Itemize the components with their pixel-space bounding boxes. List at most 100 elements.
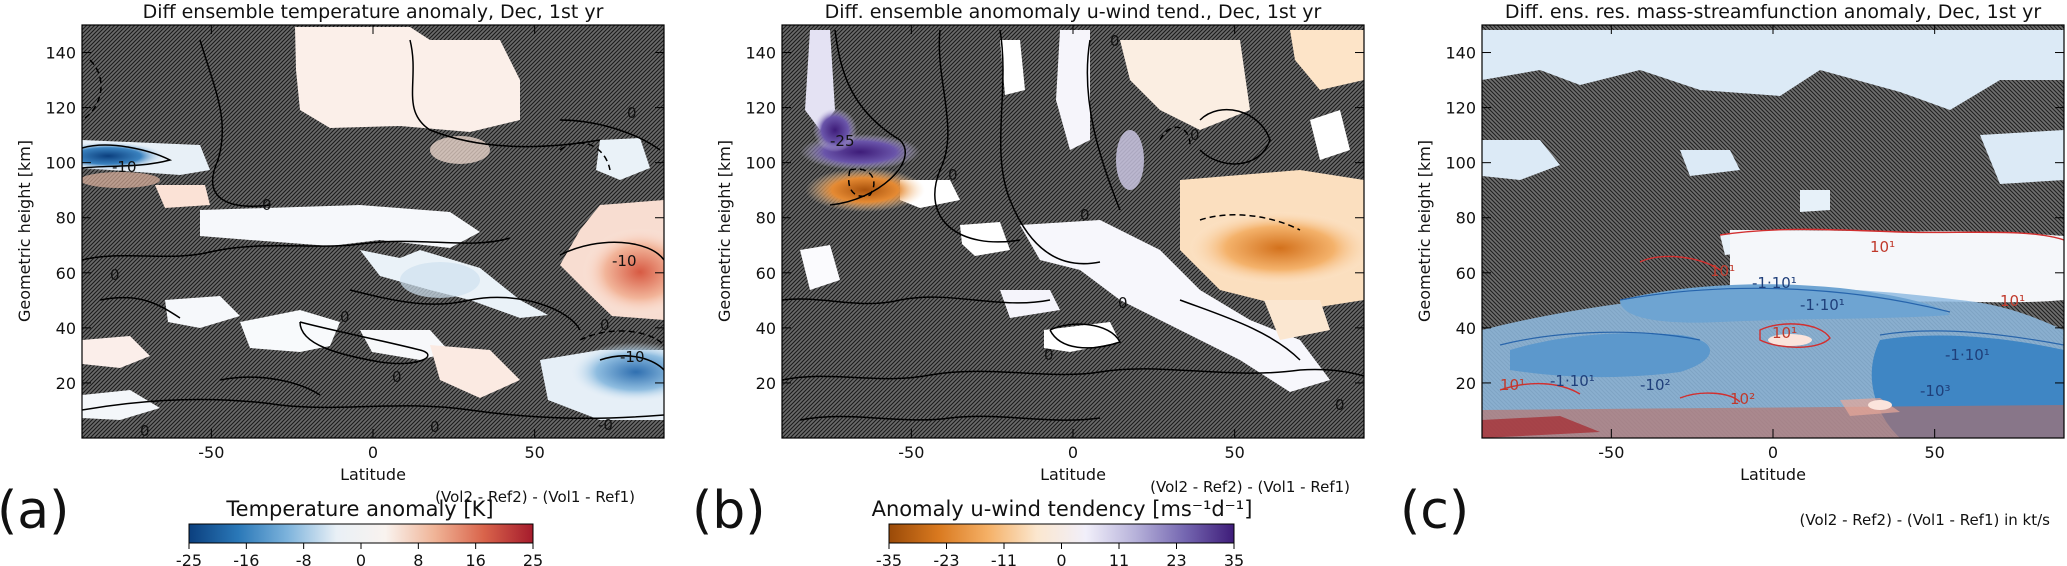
panel-c-contour-label: -1·10¹: [1800, 296, 1845, 314]
x-tick-label: -50: [898, 443, 924, 462]
y-tick-label: 60: [756, 264, 776, 283]
y-tick-label: 140: [745, 44, 776, 63]
y-tick-label: 20: [1456, 374, 1476, 393]
y-tick-label: 80: [756, 209, 776, 228]
panel-c-axes: -50 0 50 20 40 60 80 100 120 140: [1445, 25, 2064, 462]
colorbar-tick-label: -25: [176, 551, 202, 566]
colorbar-tick-label: -8: [296, 551, 312, 566]
y-tick-label: 100: [45, 154, 76, 173]
panel-a-contour-labels: 0 -10 -10 -10 0 0 0 0 0 0 -0 0: [110, 104, 645, 440]
colorbar-tick-label: 23: [1166, 551, 1186, 566]
y-tick-label: 60: [56, 264, 76, 283]
y-tick-label: 20: [56, 374, 76, 393]
x-tick-label: 0: [1068, 443, 1078, 462]
colorbar-tick-label: 16: [465, 551, 485, 566]
panel-b-contour-label: 0: [1044, 346, 1054, 364]
x-tick-label: 50: [1924, 443, 1944, 462]
panel-c-contour-label: 10²: [1730, 390, 1755, 408]
panel-b-contour-label: -25: [830, 132, 855, 150]
y-tick-label: 60: [1456, 264, 1476, 283]
panel-b-contour-label: 0: [948, 166, 958, 184]
y-tick-label: 40: [56, 319, 76, 338]
colorbar-tick-label: 11: [1109, 551, 1129, 566]
panel-b-contour-label: 0: [1190, 126, 1200, 144]
panel-b-title: Diff. ensemble anomomaly u-wind tend., D…: [825, 1, 1322, 23]
panel-a-diff-note: (Vol2 - Ref2) - (Vol1 - Ref1): [435, 488, 635, 506]
colorbar-tick-label: 25: [523, 551, 543, 566]
panel-a-label: (a): [0, 481, 69, 541]
panel-a-title: Diff ensemble temperature anomaly, Dec, …: [143, 1, 604, 23]
panel-c-contour-labels: 10¹ 10¹ 10¹ 10¹ 10¹ -1·10¹ -1·10¹ -1·10¹…: [1500, 238, 2025, 408]
colorbar-tick-label: 8: [413, 551, 423, 566]
colorbar-tick-label: 35: [1224, 551, 1244, 566]
panel-a-contour-label: -10: [612, 252, 637, 270]
panel-a-contour-label: -0: [598, 416, 613, 434]
panel-c-ylabel: Geometric height [km]: [1415, 140, 1434, 322]
panel-b-field: [782, 25, 1364, 438]
panel-c-contour-label: -10³: [1920, 382, 1951, 400]
panel-b-contour-label: 0: [1335, 396, 1345, 414]
panel-b-axes: -50 0 50 20 40 60 80 100 120 140: [745, 25, 1364, 462]
y-tick-label: 40: [756, 319, 776, 338]
panel-c: Diff. ens. res. mass-streamfunction anom…: [1400, 1, 2065, 541]
panel-c-contour-label: 10¹: [2000, 292, 2025, 310]
panel-a-axes: -50 0 50 20 40 60 80 100 120 140: [45, 25, 664, 462]
panel-a-ylabel: Geometric height [km]: [15, 140, 34, 322]
colorbar-tick-label: 0: [1056, 551, 1066, 566]
panel-c-contour-label: 10¹: [1710, 262, 1735, 280]
panel-c-contour-label: -1·10¹: [1752, 274, 1797, 292]
panel-a: Diff ensemble temperature anomaly, Dec, …: [0, 1, 665, 566]
panel-b-contour-label: 0: [1118, 294, 1128, 312]
y-tick-label: 120: [1445, 99, 1476, 118]
panel-a-colorbar-title: Temperature anomaly [K]: [225, 497, 493, 521]
panel-a-contour-label: -10: [112, 158, 137, 176]
y-tick-label: 40: [1456, 319, 1476, 338]
x-tick-label: -50: [198, 443, 224, 462]
colorbar-tick-label: -16: [233, 551, 259, 566]
panel-b: Diff. ensemble anomomaly u-wind tend., D…: [692, 1, 1365, 566]
panel-a-contour-label: 0: [262, 196, 272, 214]
colorbar-tick-label: -11: [991, 551, 1017, 566]
panel-c-title: Diff. ens. res. mass-streamfunction anom…: [1505, 1, 2042, 23]
y-tick-label: 120: [45, 99, 76, 118]
panel-a-contour-label: 0: [340, 308, 350, 326]
panel-c-label: (c): [1400, 481, 1469, 541]
colorbar-tick-label: -35: [876, 551, 902, 566]
panel-c-contour-label: -10²: [1640, 376, 1671, 394]
colorbar-tick-label: -23: [933, 551, 959, 566]
panel-a-contour-label: 0: [627, 104, 637, 122]
panel-b-contour-labels: -25 0 0 0 0 0 0 0: [830, 32, 1345, 414]
panel-a-contour-label: 0: [392, 368, 402, 386]
panel-c-contour-label: -1·10¹: [1550, 372, 1595, 390]
panel-b-colorbar-title: Anomaly u-wind tendency [ms⁻¹d⁻¹]: [872, 497, 1253, 521]
panel-c-contour-label: 10¹: [1870, 238, 1895, 256]
panel-a-field: [82, 25, 664, 438]
panel-b-diff-note: (Vol2 - Ref2) - (Vol1 - Ref1): [1150, 478, 1350, 496]
panel-a-colorbar-bar: [188, 523, 534, 544]
panel-a-contour-label: 0: [430, 418, 440, 436]
panel-c-field: [1482, 25, 2064, 438]
panel-b-label: (b): [692, 481, 766, 541]
panel-a-contour-label: 0: [140, 422, 150, 440]
y-tick-label: 80: [56, 209, 76, 228]
panel-b-ylabel: Geometric height [km]: [715, 140, 734, 322]
panel-a-colorbar: Temperature anomaly [K] -25 -16 -8 0 8 16 25: [176, 497, 543, 566]
y-tick-label: 20: [756, 374, 776, 393]
y-tick-label: 140: [1445, 44, 1476, 63]
panel-b-xlabel: Latitude: [1040, 465, 1106, 484]
panel-c-contour-label: -1·10¹: [1945, 346, 1990, 364]
panel-b-colorbar-bar: [888, 523, 1235, 544]
x-tick-label: 0: [1768, 443, 1778, 462]
colorbar-tick-label: 0: [356, 551, 366, 566]
x-tick-label: 50: [1224, 443, 1244, 462]
x-tick-label: 50: [524, 443, 544, 462]
panel-a-contour-label: 0: [600, 316, 610, 334]
panel-b-contour-label: 0: [1080, 206, 1090, 224]
panel-c-diff-note: (Vol2 - Ref2) - (Vol1 - Ref1) in kt/s: [1800, 511, 2051, 529]
panel-a-xlabel: Latitude: [340, 465, 406, 484]
panel-a-contour-label: 0: [110, 266, 120, 284]
panel-c-xlabel: Latitude: [1740, 465, 1806, 484]
y-tick-label: 140: [45, 44, 76, 63]
panel-c-contour-label: 10¹: [1772, 324, 1797, 342]
